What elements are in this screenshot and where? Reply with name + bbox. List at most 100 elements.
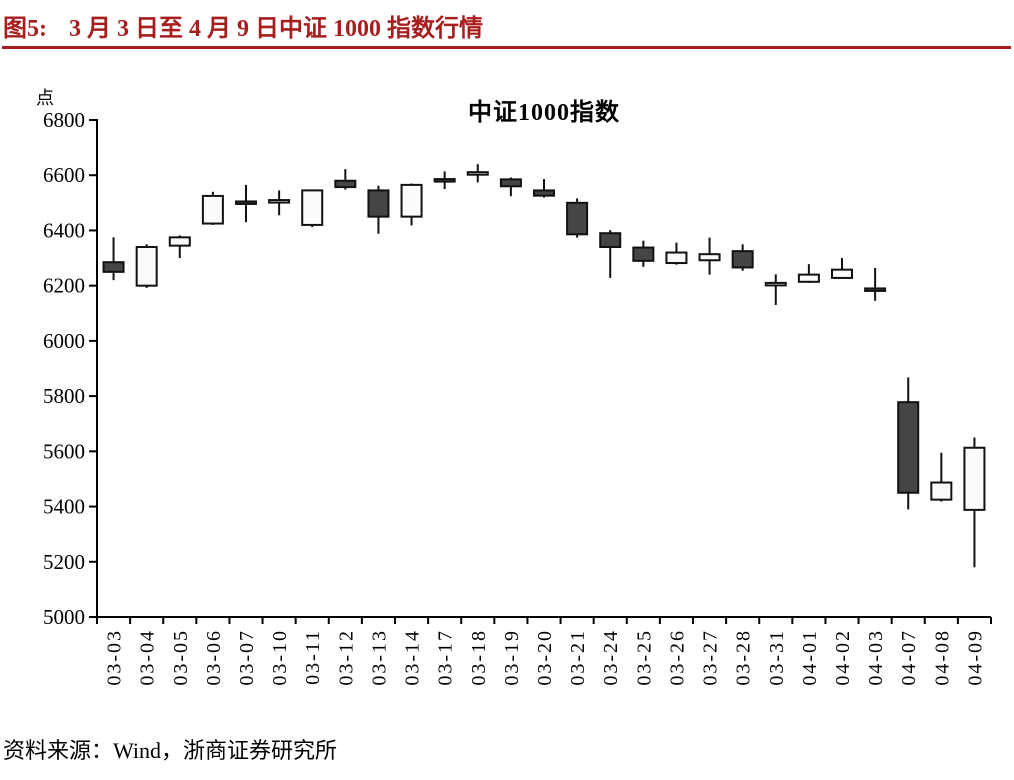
x-tick-label: 03-31 (766, 629, 788, 686)
x-tick-label: 03-06 (203, 629, 225, 686)
candle-03-03 (102, 237, 125, 281)
candle-body (797, 273, 820, 283)
candle-03-06 (201, 191, 224, 225)
y-axis-unit-label: 点 (36, 88, 54, 108)
candle-body (566, 201, 589, 236)
candle-body (599, 232, 622, 249)
candle-body (433, 178, 456, 183)
x-tick-label: 03-18 (468, 629, 490, 686)
candle-03-13 (367, 185, 390, 234)
candle-body (400, 183, 423, 218)
candle-body (764, 281, 787, 287)
candle-body (731, 250, 754, 269)
x-tick-label: 03-17 (435, 629, 457, 686)
x-tick-label: 04-08 (931, 629, 953, 686)
candle-body (135, 246, 158, 287)
candle-body (268, 199, 291, 204)
y-tick-label: 5400 (43, 495, 85, 519)
candle-03-04 (135, 244, 158, 288)
candle-body (499, 178, 522, 188)
y-tick-label: 6800 (43, 108, 85, 132)
source-note: 资料来源：Wind，浙商证券研究所 (3, 738, 337, 763)
candle-body (533, 189, 555, 197)
candle-03-12 (334, 169, 357, 190)
x-tick-label: 04-03 (865, 629, 887, 686)
candle-body (301, 189, 324, 226)
x-tick-label: 03-07 (236, 629, 258, 686)
x-tick-label: 04-02 (832, 629, 854, 686)
x-tick-label: 03-03 (104, 629, 126, 686)
candle-body (698, 253, 721, 262)
x-tick-label: 03-21 (567, 629, 589, 686)
candle-04-09 (963, 437, 986, 568)
figure-number: 图5: (3, 16, 47, 42)
candle-03-05 (168, 235, 191, 259)
candle-03-31 (764, 274, 787, 305)
candle-04-02 (831, 258, 853, 279)
candle-03-07 (235, 184, 257, 223)
candle-03-10 (268, 190, 291, 216)
title-underline (2, 46, 1011, 49)
x-tick-label: 03-14 (402, 629, 424, 686)
candle-body (963, 446, 986, 511)
x-tick-label: 04-01 (799, 629, 821, 686)
candle-03-26 (665, 242, 688, 265)
x-tick-label: 03-27 (700, 629, 722, 686)
candle-03-11 (301, 189, 324, 228)
candle-body (367, 189, 390, 218)
y-tick-label: 5200 (43, 550, 85, 574)
candle-body (466, 171, 489, 176)
x-tick-label: 03-28 (733, 629, 755, 686)
x-tick-label: 03-11 (302, 629, 324, 685)
candle-03-19 (499, 177, 522, 197)
candle-03-27 (698, 237, 721, 275)
candle-body (334, 179, 357, 189)
x-tick-label: 03-25 (633, 629, 655, 686)
candle-03-14 (400, 183, 423, 226)
chart-svg: 5000 5200 5400 5600 5800 6000 6200 6400 6600 6800… (43, 108, 992, 686)
y-tick-label: 6400 (43, 218, 85, 242)
y-tick-label: 5800 (43, 384, 85, 408)
x-tick-label: 03-26 (666, 629, 688, 686)
candle-04-01 (797, 264, 820, 283)
candle-03-17 (433, 171, 456, 190)
candle-body (632, 246, 655, 262)
candle-03-24 (599, 230, 622, 278)
x-tick-label: 03-19 (501, 629, 523, 686)
candle-body (864, 287, 887, 292)
chart-title: 中证1000指数 (468, 100, 620, 126)
x-tick-label: 03-10 (269, 629, 291, 686)
x-tick-label: 03-20 (534, 629, 556, 686)
x-tick-label: 03-24 (600, 629, 622, 686)
y-tick-label: 6000 (43, 329, 85, 353)
candle-body (168, 236, 191, 247)
x-tick-label: 03-12 (335, 629, 357, 686)
candle-body (930, 481, 953, 501)
x-tick-label: 03-04 (137, 629, 159, 686)
candle-body (831, 268, 853, 279)
axes (89, 119, 992, 624)
y-tick-label: 6200 (43, 274, 85, 298)
y-tick-label: 5600 (43, 439, 85, 463)
candle-03-18 (466, 164, 489, 183)
y-tick-label: 5000 (43, 605, 85, 629)
candle-body (201, 194, 224, 225)
candle-03-21 (566, 198, 589, 238)
x-tick-label: 03-05 (170, 629, 192, 686)
candle-03-20 (533, 179, 555, 198)
candle-body (235, 200, 257, 205)
candle-04-03 (864, 267, 887, 301)
x-tick-label: 03-13 (368, 629, 390, 686)
candle-body (897, 401, 920, 494)
candle-03-25 (632, 240, 655, 267)
figure-caption: 3 月 3 日至 4 月 9 日中证 1000 指数行情 (69, 16, 483, 42)
candle-04-08 (930, 452, 953, 502)
x-tick-label: 04-09 (964, 629, 986, 686)
figure-title: 图5: 3 月 3 日至 4 月 9 日中证 1000 指数行情 (3, 8, 483, 43)
candle-04-07 (897, 377, 920, 510)
y-tick-label: 6600 (43, 163, 85, 187)
x-tick-label: 04-07 (898, 629, 920, 686)
candle-body (665, 251, 688, 265)
candle-body (102, 261, 125, 273)
